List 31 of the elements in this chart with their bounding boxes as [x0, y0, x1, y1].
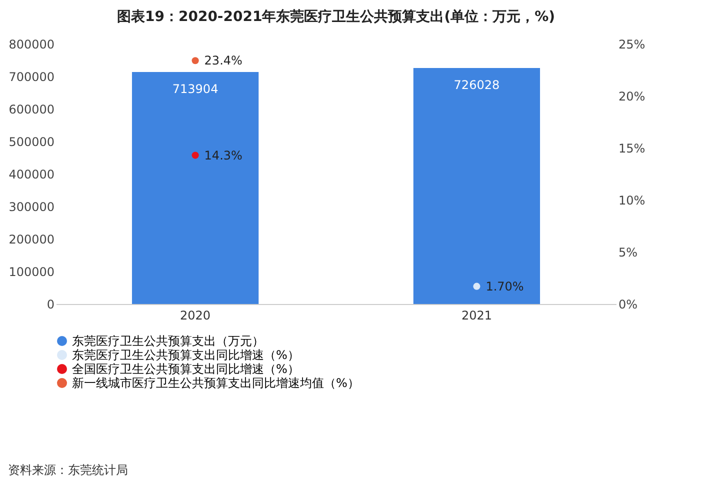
- y2-tick-label: 5%: [618, 246, 638, 260]
- legend-label: 东莞医疗卫生公共预算支出（万元）: [72, 334, 264, 348]
- legend-label: 全国医疗卫生公共预算支出同比增速（%）: [72, 362, 300, 376]
- data-label: 14.3%: [204, 148, 242, 162]
- y-tick-label: 300000: [8, 200, 54, 214]
- data-label: 1.70%: [486, 279, 524, 294]
- y2-tick-label: 25%: [618, 38, 646, 52]
- x-tick-label: 2020: [180, 308, 211, 322]
- data-label: 23.4%: [204, 54, 242, 68]
- legend-label: 新一线城市医疗卫生公共预算支出同比增速均值（%）: [72, 376, 360, 390]
- y-tick-label: 100000: [8, 265, 54, 279]
- y-tick-label: 800000: [8, 38, 54, 52]
- y2-tick-label: 20%: [618, 90, 646, 104]
- y2-tick-label: 15%: [618, 142, 646, 156]
- point: [473, 282, 480, 290]
- y2-tick-label: 0%: [618, 298, 638, 312]
- y-tick-label: 600000: [8, 102, 54, 116]
- x-tick-label: 2021: [461, 308, 492, 322]
- data-label: 713904: [172, 82, 218, 96]
- y2-tick-label: 10%: [618, 194, 646, 208]
- y-tick-label: 200000: [8, 232, 54, 246]
- legend-label: 东莞医疗卫生公共预算支出同比增速（%）: [72, 348, 300, 362]
- y-tick-label: 400000: [8, 168, 54, 182]
- y-tick-label: 500000: [8, 135, 54, 149]
- point: [192, 57, 199, 64]
- point: [192, 152, 199, 159]
- text: 资料来源：东莞统计局: [8, 462, 128, 479]
- chart-title: 图表19：2020-2021年东莞医疗卫生公共预算支出(单位：万元，%): [116, 8, 556, 25]
- data-label: 726028: [454, 78, 500, 92]
- y-tick-label: 0: [46, 298, 54, 312]
- y-tick-label: 700000: [8, 70, 54, 84]
